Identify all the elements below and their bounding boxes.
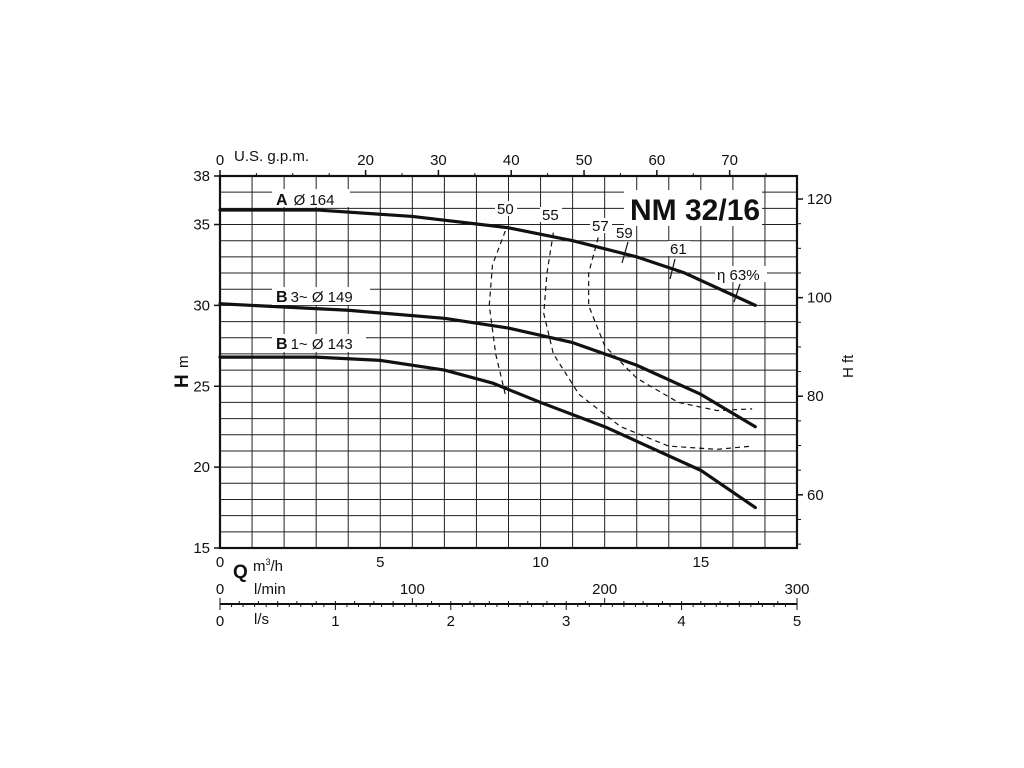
ls-tick-label: 4 [677,613,685,630]
lmin-tick-label: 0 [216,581,224,598]
ls-axis: 0 1 2 3 4 5 [216,604,801,630]
y-right-tick-label: 100 [807,290,832,307]
ls-tick-label: 3 [562,613,570,630]
efficiency-curve-57 [588,237,753,412]
top-tick-label: 70 [721,152,738,169]
ls-axis-title: l/s [254,611,269,628]
eff-label-61: 61 [670,241,687,258]
eff-63-backdrop [715,266,767,282]
y-right-axis-title: H ft [840,354,857,378]
y-axis-title: H m [172,356,193,389]
eff-59-leader [621,241,629,264]
eff-57-backdrop [590,218,612,233]
label-backdrop-b1 [272,334,366,352]
eff-50-backdrop [495,201,517,216]
efficiency-curves [488,230,753,450]
top-axis-title: U.S. g.p.m. [234,148,309,165]
label-backdrop-b3 [272,287,370,305]
curve-b3-label: B 3~ Ø 149 [276,289,353,306]
performance-curve-3 [218,355,757,510]
top-tick-label: 30 [430,152,447,169]
q-tick-label: 5 [376,554,384,571]
lmin-axis-title: l/min [254,581,286,598]
lmin-tick-label: 300 [784,581,809,598]
y-tick-label: 38 [193,168,210,185]
y-tick-label: 25 [193,378,210,395]
y-right-axis-ticks: 60 80 100 120 [797,191,832,545]
y-tick-label: 35 [193,217,210,234]
efficiency-curve-50 [488,230,506,395]
q-axis-ticks: 0 5 10 15 [216,554,709,571]
y-axis-ticks: 15 20 25 30 35 38 [193,168,220,557]
q-tick-label: 0 [216,554,224,571]
q-axis-unit: m3/h [253,557,283,575]
y-axis-unit: m [175,356,192,369]
curve-b1-label: B 1~ Ø 143 [276,336,353,353]
top-tick-label: 60 [648,152,665,169]
eff-61-leader [669,258,676,280]
top-tick-label: 0 [216,152,224,169]
eff-label-50: 50 [497,201,514,218]
y-right-tick-label: 80 [807,388,824,405]
eff-label-57: 57 [592,218,609,235]
lmin-axis: 0 100 200 300 [216,581,810,605]
plot-frame [218,174,799,550]
eff-label-59: 59 [616,225,633,242]
ls-tick-label: 1 [331,613,339,630]
title-backdrop [624,190,762,226]
y-tick-label: 15 [193,540,210,557]
top-axis-ticks: 0 20 30 40 50 60 70 [216,152,767,176]
ls-tick-label: 5 [793,613,801,630]
eff-label-63: η 63% [717,267,760,284]
y-right-tick-label: 120 [807,191,832,208]
eff-61-backdrop [668,241,690,256]
grid-lines [219,175,798,549]
performance-curves [218,208,757,510]
y-tick-label: 30 [193,297,210,314]
performance-curve-2 [218,302,757,429]
lmin-tick-label: 100 [400,581,425,598]
eff-55-backdrop [540,207,562,222]
top-tick-label: 40 [503,152,520,169]
eff-63-leader [733,283,741,303]
y-axis-letter: H [172,374,193,388]
ls-tick-label: 2 [447,613,455,630]
y-tick-label: 20 [193,459,210,476]
top-tick-label: 50 [576,152,593,169]
top-tick-label: 20 [357,152,374,169]
chart-title: NM 32/16 [630,194,760,227]
lmin-tick-label: 200 [592,581,617,598]
q-axis-letter: Q [233,562,248,583]
ls-tick-label: 0 [216,613,224,630]
q-tick-label: 10 [532,554,549,571]
efficiency-curve-55 [543,232,753,450]
q-axis-title: Q m3/h [233,557,283,583]
eff-59-backdrop [614,225,636,240]
eff-label-55: 55 [542,207,559,224]
y-right-tick-label: 60 [807,487,824,504]
q-tick-label: 15 [692,554,709,571]
performance-curve-1 [218,208,757,307]
label-backdrop-a [272,189,350,207]
